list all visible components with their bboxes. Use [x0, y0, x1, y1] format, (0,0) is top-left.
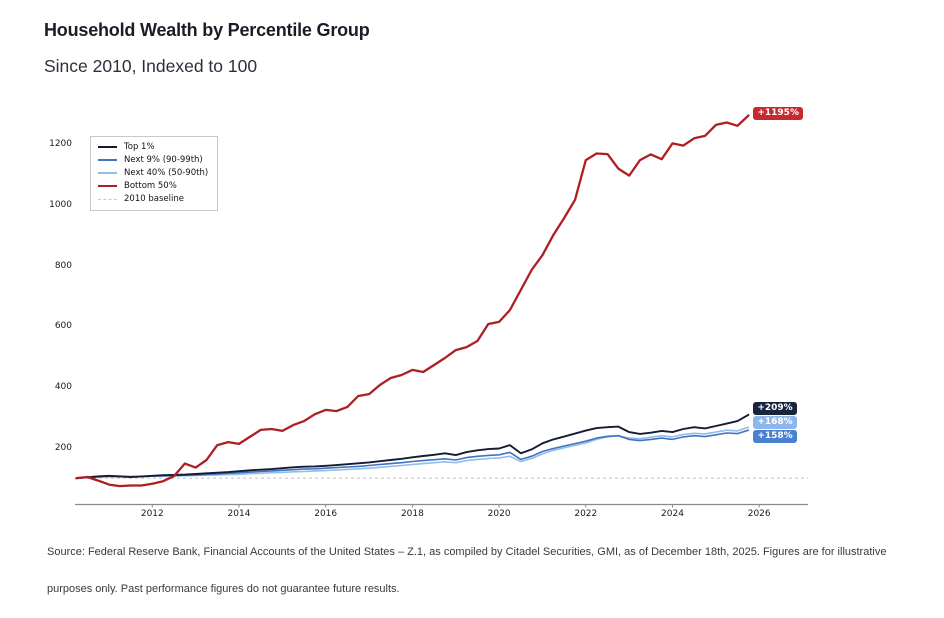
legend-item: Top 1%: [98, 142, 208, 152]
end-value-badge: +168%: [753, 416, 797, 429]
source-text-line1: Source: Federal Reserve Bank, Financial …: [47, 546, 887, 558]
end-value-badge: +158%: [753, 430, 797, 443]
y-tick-label: 800: [54, 260, 72, 271]
legend-line-swatch: [98, 172, 117, 174]
x-tick-label: 2022: [574, 509, 598, 519]
legend-item: Next 40% (50-90th): [98, 168, 208, 178]
x-tick-label: 2020: [487, 509, 511, 519]
y-tick-label: 400: [54, 382, 72, 393]
end-value-badge: +1195%: [753, 106, 803, 120]
legend-item-label: Next 40% (50-90th): [124, 168, 209, 178]
y-tick-label: 1200: [49, 139, 72, 150]
x-tick-label: 2016: [314, 509, 338, 519]
y-tick-label: 600: [54, 321, 72, 332]
legend-line-swatch: [98, 198, 117, 200]
legend-line-swatch: [98, 185, 117, 187]
x-tick-label: 2026: [747, 509, 771, 519]
x-tick-label: 2014: [227, 509, 251, 519]
x-tick-label: 2024: [661, 509, 684, 519]
legend-line-swatch: [98, 146, 117, 148]
chart-legend: Top 1% Next 9% (90-99th) Next 40% (50-90th…: [90, 136, 219, 211]
legend-item-label: Top 1%: [124, 142, 155, 152]
legend-item: Bottom 50%: [98, 181, 208, 191]
legend-item: 2010 baseline: [98, 194, 208, 204]
legend-item-label: 2010 baseline: [124, 194, 184, 204]
x-tick-label: 2012: [140, 509, 164, 519]
x-tick-label: 2018: [400, 509, 424, 519]
legend-line-swatch: [98, 159, 117, 161]
y-tick-label: 1000: [49, 200, 72, 211]
chart-subtitle: Since 2010, Indexed to 100: [44, 56, 258, 76]
series-line-bottom-50: [75, 114, 750, 488]
end-value-badge: +209%: [753, 402, 797, 415]
series-line-top-1: [75, 413, 750, 480]
legend-item: Next 9% (90-99th): [98, 155, 208, 165]
legend-item-label: Next 9% (90-99th): [124, 155, 203, 165]
source-text-line2: purposes only. Past performance figures …: [47, 583, 400, 595]
y-tick-label: 200: [54, 442, 72, 453]
series-line-next-40-50-90th: [75, 426, 750, 480]
legend-item-label: Bottom 50%: [124, 181, 177, 191]
chart-title: Household Wealth by Percentile Group: [44, 20, 370, 40]
